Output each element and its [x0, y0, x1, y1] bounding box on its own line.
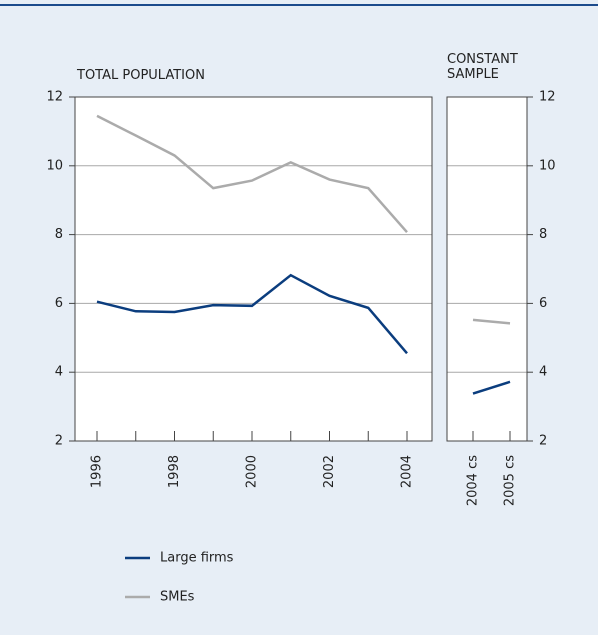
y-tick-label: 12 — [46, 90, 63, 105]
plot-area — [447, 97, 527, 441]
y-tick-label: 6 — [55, 296, 63, 311]
x-tick-label: 2002 — [322, 455, 337, 488]
legend-label: SMEs — [160, 590, 195, 605]
series-line — [472, 318, 511, 325]
x-tick-label: 2004 — [400, 455, 415, 488]
y-tick-label: 8 — [539, 227, 547, 242]
x-tick-label: 1998 — [167, 455, 182, 488]
x-tick-label: 1996 — [90, 455, 105, 488]
plot-border — [74, 96, 433, 442]
x-tick-label: 2000 — [245, 455, 260, 488]
plot-border — [446, 96, 528, 442]
series-line — [96, 114, 408, 234]
y-tick-label: 2 — [539, 434, 547, 449]
plot-area — [75, 97, 432, 441]
legend-label: Large firms — [160, 551, 234, 566]
x-tick-label: 2004 cs — [466, 455, 481, 506]
panel-title: TOTAL POPULATION — [77, 68, 205, 83]
top-rule — [0, 4, 598, 6]
y-tick-label: 2 — [55, 434, 63, 449]
y-tick-label: 6 — [539, 296, 547, 311]
y-tick-label: 10 — [46, 158, 63, 173]
y-tick-label: 10 — [539, 158, 556, 173]
y-tick-label: 8 — [55, 227, 63, 242]
series-line — [96, 273, 408, 355]
x-tick-label: 2005 cs — [503, 455, 518, 506]
y-tick-label: 4 — [55, 365, 63, 380]
y-tick-label: 12 — [539, 90, 556, 105]
series-line — [472, 380, 511, 395]
y-tick-label: 4 — [539, 365, 547, 380]
panel-title: CONSTANT SAMPLE — [447, 52, 518, 82]
